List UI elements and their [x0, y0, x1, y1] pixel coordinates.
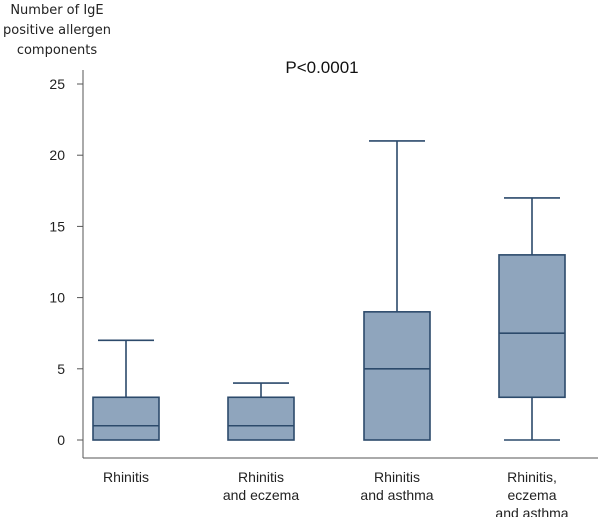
y-tick-label: 15	[49, 218, 65, 234]
y-axis-label-line: components	[17, 43, 98, 58]
y-axis-label-line: positive allergen	[3, 23, 111, 38]
box-iqr	[227, 396, 295, 441]
axes	[82, 70, 598, 459]
y-tick-label: 0	[57, 432, 65, 448]
category-label: Rhinitis and eczema	[223, 469, 299, 503]
category-label: Rhinitis and asthma	[360, 469, 433, 503]
y-axis-ticks: 0 5 10 15 20 25	[49, 76, 83, 448]
y-axis-label-line: Number of IgE	[10, 3, 103, 18]
box-iqr	[92, 396, 160, 441]
y-tick-label: 5	[57, 361, 65, 377]
box-group	[498, 197, 566, 441]
box-group	[92, 339, 160, 441]
box-iqr	[498, 254, 566, 399]
box-iqr	[363, 311, 431, 441]
y-tick-label: 10	[49, 290, 65, 306]
y-tick-label: 20	[49, 147, 65, 163]
boxes	[92, 140, 566, 441]
box-group	[363, 140, 431, 441]
y-tick-label: 25	[49, 76, 65, 92]
x-axis-labels: Rhinitis Rhinitis and eczema Rhinitis and as…	[103, 469, 569, 517]
category-label: Rhinitis	[103, 469, 149, 485]
box-group	[227, 382, 295, 441]
category-label: Rhinitis, eczema and asthma	[495, 469, 568, 517]
y-axis-label: Number of IgE positive allergen components	[3, 3, 111, 58]
p-value-annotation: P<0.0001	[285, 58, 358, 77]
